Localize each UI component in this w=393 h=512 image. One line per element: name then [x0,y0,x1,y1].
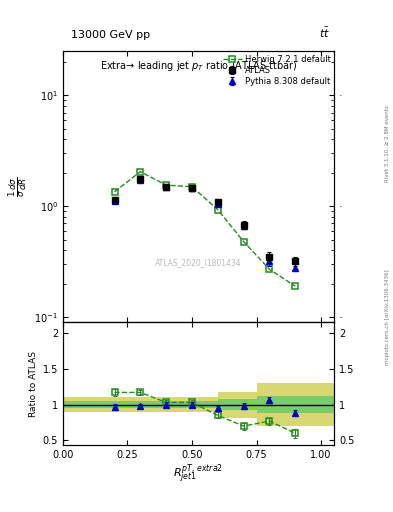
Text: ATLAS_2020_I1801434: ATLAS_2020_I1801434 [155,258,242,267]
X-axis label: $R_{jet1}^{pT,\,extra2}$: $R_{jet1}^{pT,\,extra2}$ [173,463,224,486]
Line: Herwig 7.2.1 default: Herwig 7.2.1 default [111,168,298,289]
Herwig 7.2.1 default [215,207,220,213]
Text: Rivet 3.1.10, ≥ 2.8M events: Rivet 3.1.10, ≥ 2.8M events [385,105,390,182]
Herwig 7.2.1 default [138,168,143,175]
Herwig 7.2.1 default [164,182,169,188]
Herwig 7.2.1 default [267,266,272,272]
Text: Extra→ leading jet $p_T$ ratio (ATLAS ttbar): Extra→ leading jet $p_T$ ratio (ATLAS tt… [100,59,297,73]
Y-axis label: $\frac{1}{\sigma}\frac{d\sigma}{dR}$: $\frac{1}{\sigma}\frac{d\sigma}{dR}$ [7,176,29,197]
Herwig 7.2.1 default [241,239,246,245]
Y-axis label: Ratio to ATLAS: Ratio to ATLAS [29,351,39,417]
Herwig 7.2.1 default [190,184,195,190]
Legend: Herwig 7.2.1 default, ATLAS, Pythia 8.308 default: Herwig 7.2.1 default, ATLAS, Pythia 8.30… [222,54,332,87]
Herwig 7.2.1 default [112,189,117,195]
Herwig 7.2.1 default [293,283,298,289]
Text: mcplots.cern.ch [arXiv:1306.3436]: mcplots.cern.ch [arXiv:1306.3436] [385,270,390,365]
Text: 13000 GeV pp: 13000 GeV pp [71,30,150,40]
Text: $t\bar{t}$: $t\bar{t}$ [319,26,330,40]
